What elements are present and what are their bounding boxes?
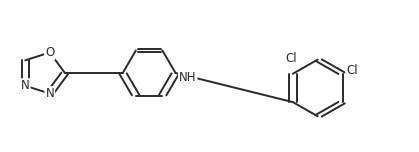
Text: Cl: Cl [286, 52, 297, 65]
Text: O: O [45, 46, 54, 59]
Text: Cl: Cl [347, 64, 358, 77]
Text: N: N [21, 79, 30, 92]
Text: NH: NH [179, 71, 197, 84]
Text: N: N [45, 87, 54, 100]
